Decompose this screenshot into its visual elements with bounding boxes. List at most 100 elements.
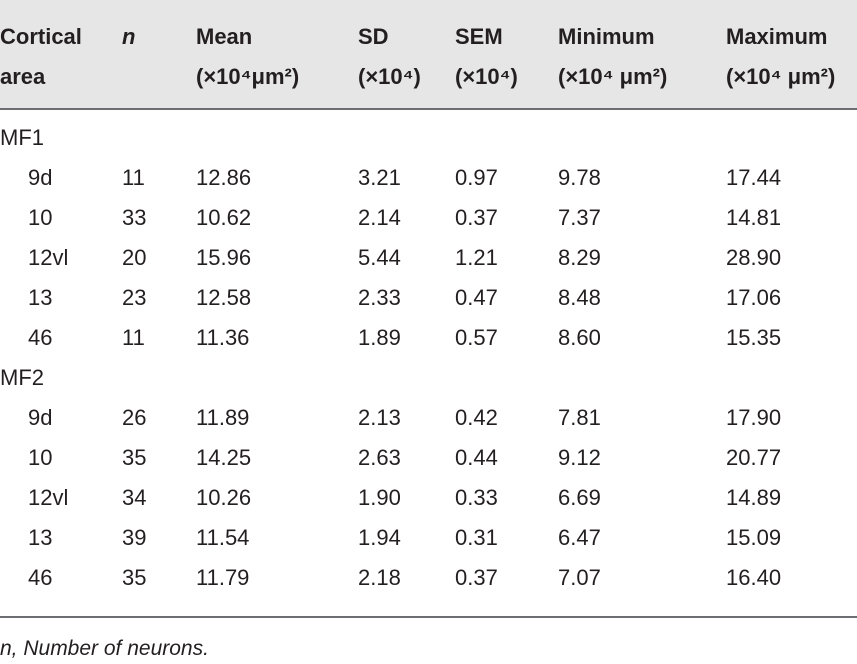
table-row: 10 35 14.25 2.63 0.44 9.12 20.77 — [0, 438, 857, 478]
header-cortical-area-line2: area — [0, 64, 46, 89]
header-rule — [0, 108, 857, 110]
header-minimum-line1: Minimum — [558, 24, 655, 49]
cell-maximum: 17.06 — [726, 285, 782, 310]
table-row: 9d 26 11.89 2.13 0.42 7.81 17.90 — [0, 398, 857, 438]
cell-minimum: 7.81 — [558, 405, 601, 430]
data-table: Cortical area n Mean (×10⁴μm²) SD (×10⁴)… — [0, 0, 857, 618]
header-maximum-line2: (×10⁴ μm²) — [726, 64, 836, 89]
cell-sem: 0.97 — [455, 165, 498, 190]
table-row: 46 11 11.36 1.89 0.57 8.60 15.35 — [0, 318, 857, 358]
table-row: 12vl 34 10.26 1.90 0.33 6.69 14.89 — [0, 478, 857, 518]
cell-maximum: 15.35 — [726, 325, 782, 350]
cell-minimum: 6.47 — [558, 525, 601, 550]
header-mean-line2: (×10⁴μm²) — [196, 64, 300, 89]
cell-sem: 1.21 — [455, 245, 498, 270]
cell-minimum: 8.29 — [558, 245, 601, 270]
bottom-rule — [0, 616, 857, 618]
header-sem: SEM (×10⁴) — [455, 17, 518, 97]
cell-mean: 15.96 — [196, 245, 252, 270]
cell-area: 9d — [28, 405, 53, 430]
cell-minimum: 9.78 — [558, 165, 601, 190]
table-footnote: n, Number of neurons. — [0, 637, 209, 660]
cell-sem: 0.37 — [455, 565, 498, 590]
table-row: 13 39 11.54 1.94 0.31 6.47 15.09 — [0, 518, 857, 558]
table-row: 12vl 20 15.96 5.44 1.21 8.29 28.90 — [0, 238, 857, 278]
header-mean-line1: Mean — [196, 24, 253, 49]
cell-n: 20 — [122, 245, 147, 270]
cell-maximum: 17.44 — [726, 165, 782, 190]
cell-n: 35 — [122, 445, 147, 470]
cell-sd: 2.18 — [358, 565, 401, 590]
header-sem-line1: SEM — [455, 24, 503, 49]
cell-sd: 2.13 — [358, 405, 401, 430]
header-minimum: Minimum (×10⁴ μm²) — [558, 17, 667, 97]
cell-maximum: 28.90 — [726, 245, 782, 270]
table-row: 9d 11 12.86 3.21 0.97 9.78 17.44 — [0, 158, 857, 198]
cell-mean: 11.89 — [196, 405, 250, 430]
cell-area: 46 — [28, 325, 53, 350]
cell-area: 12vl — [28, 485, 69, 510]
header-sd-line2: (×10⁴) — [358, 64, 421, 89]
cell-sem: 0.31 — [455, 525, 498, 550]
cell-mean: 10.26 — [196, 485, 252, 510]
cell-mean: 12.58 — [196, 285, 252, 310]
cell-mean: 14.25 — [196, 445, 252, 470]
cell-sem: 0.42 — [455, 405, 498, 430]
cell-area: 46 — [28, 565, 53, 590]
cell-mean: 12.86 — [196, 165, 252, 190]
table-header: Cortical area n Mean (×10⁴μm²) SD (×10⁴)… — [0, 0, 857, 108]
header-maximum: Maximum (×10⁴ μm²) — [726, 17, 835, 97]
cell-area: 10 — [28, 445, 53, 470]
header-sem-line2: (×10⁴) — [455, 64, 518, 89]
cell-maximum: 16.40 — [726, 565, 782, 590]
cell-mean: 11.54 — [196, 525, 250, 550]
cell-minimum: 7.07 — [558, 565, 601, 590]
cell-n: 35 — [122, 565, 147, 590]
cell-sd: 1.89 — [358, 325, 401, 350]
cell-sd: 2.14 — [358, 205, 401, 230]
header-sd: SD (×10⁴) — [358, 17, 421, 97]
cell-maximum: 17.90 — [726, 405, 782, 430]
header-cortical-area: Cortical area — [0, 17, 82, 97]
header-n: n — [122, 17, 135, 57]
cell-sd: 5.44 — [358, 245, 401, 270]
cell-n: 11 — [122, 165, 145, 190]
cell-minimum: 8.60 — [558, 325, 601, 350]
table-row: 46 35 11.79 2.18 0.37 7.07 16.40 — [0, 558, 857, 598]
cell-mean: 10.62 — [196, 205, 252, 230]
cell-sd: 2.33 — [358, 285, 401, 310]
cell-minimum: 6.69 — [558, 485, 601, 510]
header-sd-line1: SD — [358, 24, 389, 49]
cell-n: 11 — [122, 325, 145, 350]
cell-sd: 2.63 — [358, 445, 401, 470]
cell-n: 34 — [122, 485, 147, 510]
group-label-mf1: MF1 — [0, 125, 44, 150]
cell-n: 33 — [122, 205, 147, 230]
group-label-mf2: MF2 — [0, 365, 44, 390]
header-mean: Mean (×10⁴μm²) — [196, 17, 299, 97]
cell-area: 10 — [28, 205, 53, 230]
cell-area: 13 — [28, 525, 53, 550]
cell-minimum: 7.37 — [558, 205, 601, 230]
cell-n: 23 — [122, 285, 147, 310]
cell-sd: 1.90 — [358, 485, 401, 510]
cell-maximum: 15.09 — [726, 525, 782, 550]
cell-minimum: 9.12 — [558, 445, 601, 470]
cell-maximum: 20.77 — [726, 445, 782, 470]
cell-sem: 0.57 — [455, 325, 498, 350]
header-maximum-line1: Maximum — [726, 24, 828, 49]
cell-mean: 11.79 — [196, 565, 250, 590]
table-row: 10 33 10.62 2.14 0.37 7.37 14.81 — [0, 198, 857, 238]
cell-sd: 3.21 — [358, 165, 401, 190]
cell-maximum: 14.89 — [726, 485, 782, 510]
header-n-line1: n — [122, 24, 136, 49]
cell-n: 39 — [122, 525, 147, 550]
cell-sem: 0.33 — [455, 485, 498, 510]
cell-n: 26 — [122, 405, 147, 430]
cell-area: 13 — [28, 285, 53, 310]
cell-sem: 0.37 — [455, 205, 498, 230]
cell-sem: 0.47 — [455, 285, 498, 310]
cell-maximum: 14.81 — [726, 205, 782, 230]
cell-mean: 11.36 — [196, 325, 250, 350]
cell-minimum: 8.48 — [558, 285, 601, 310]
